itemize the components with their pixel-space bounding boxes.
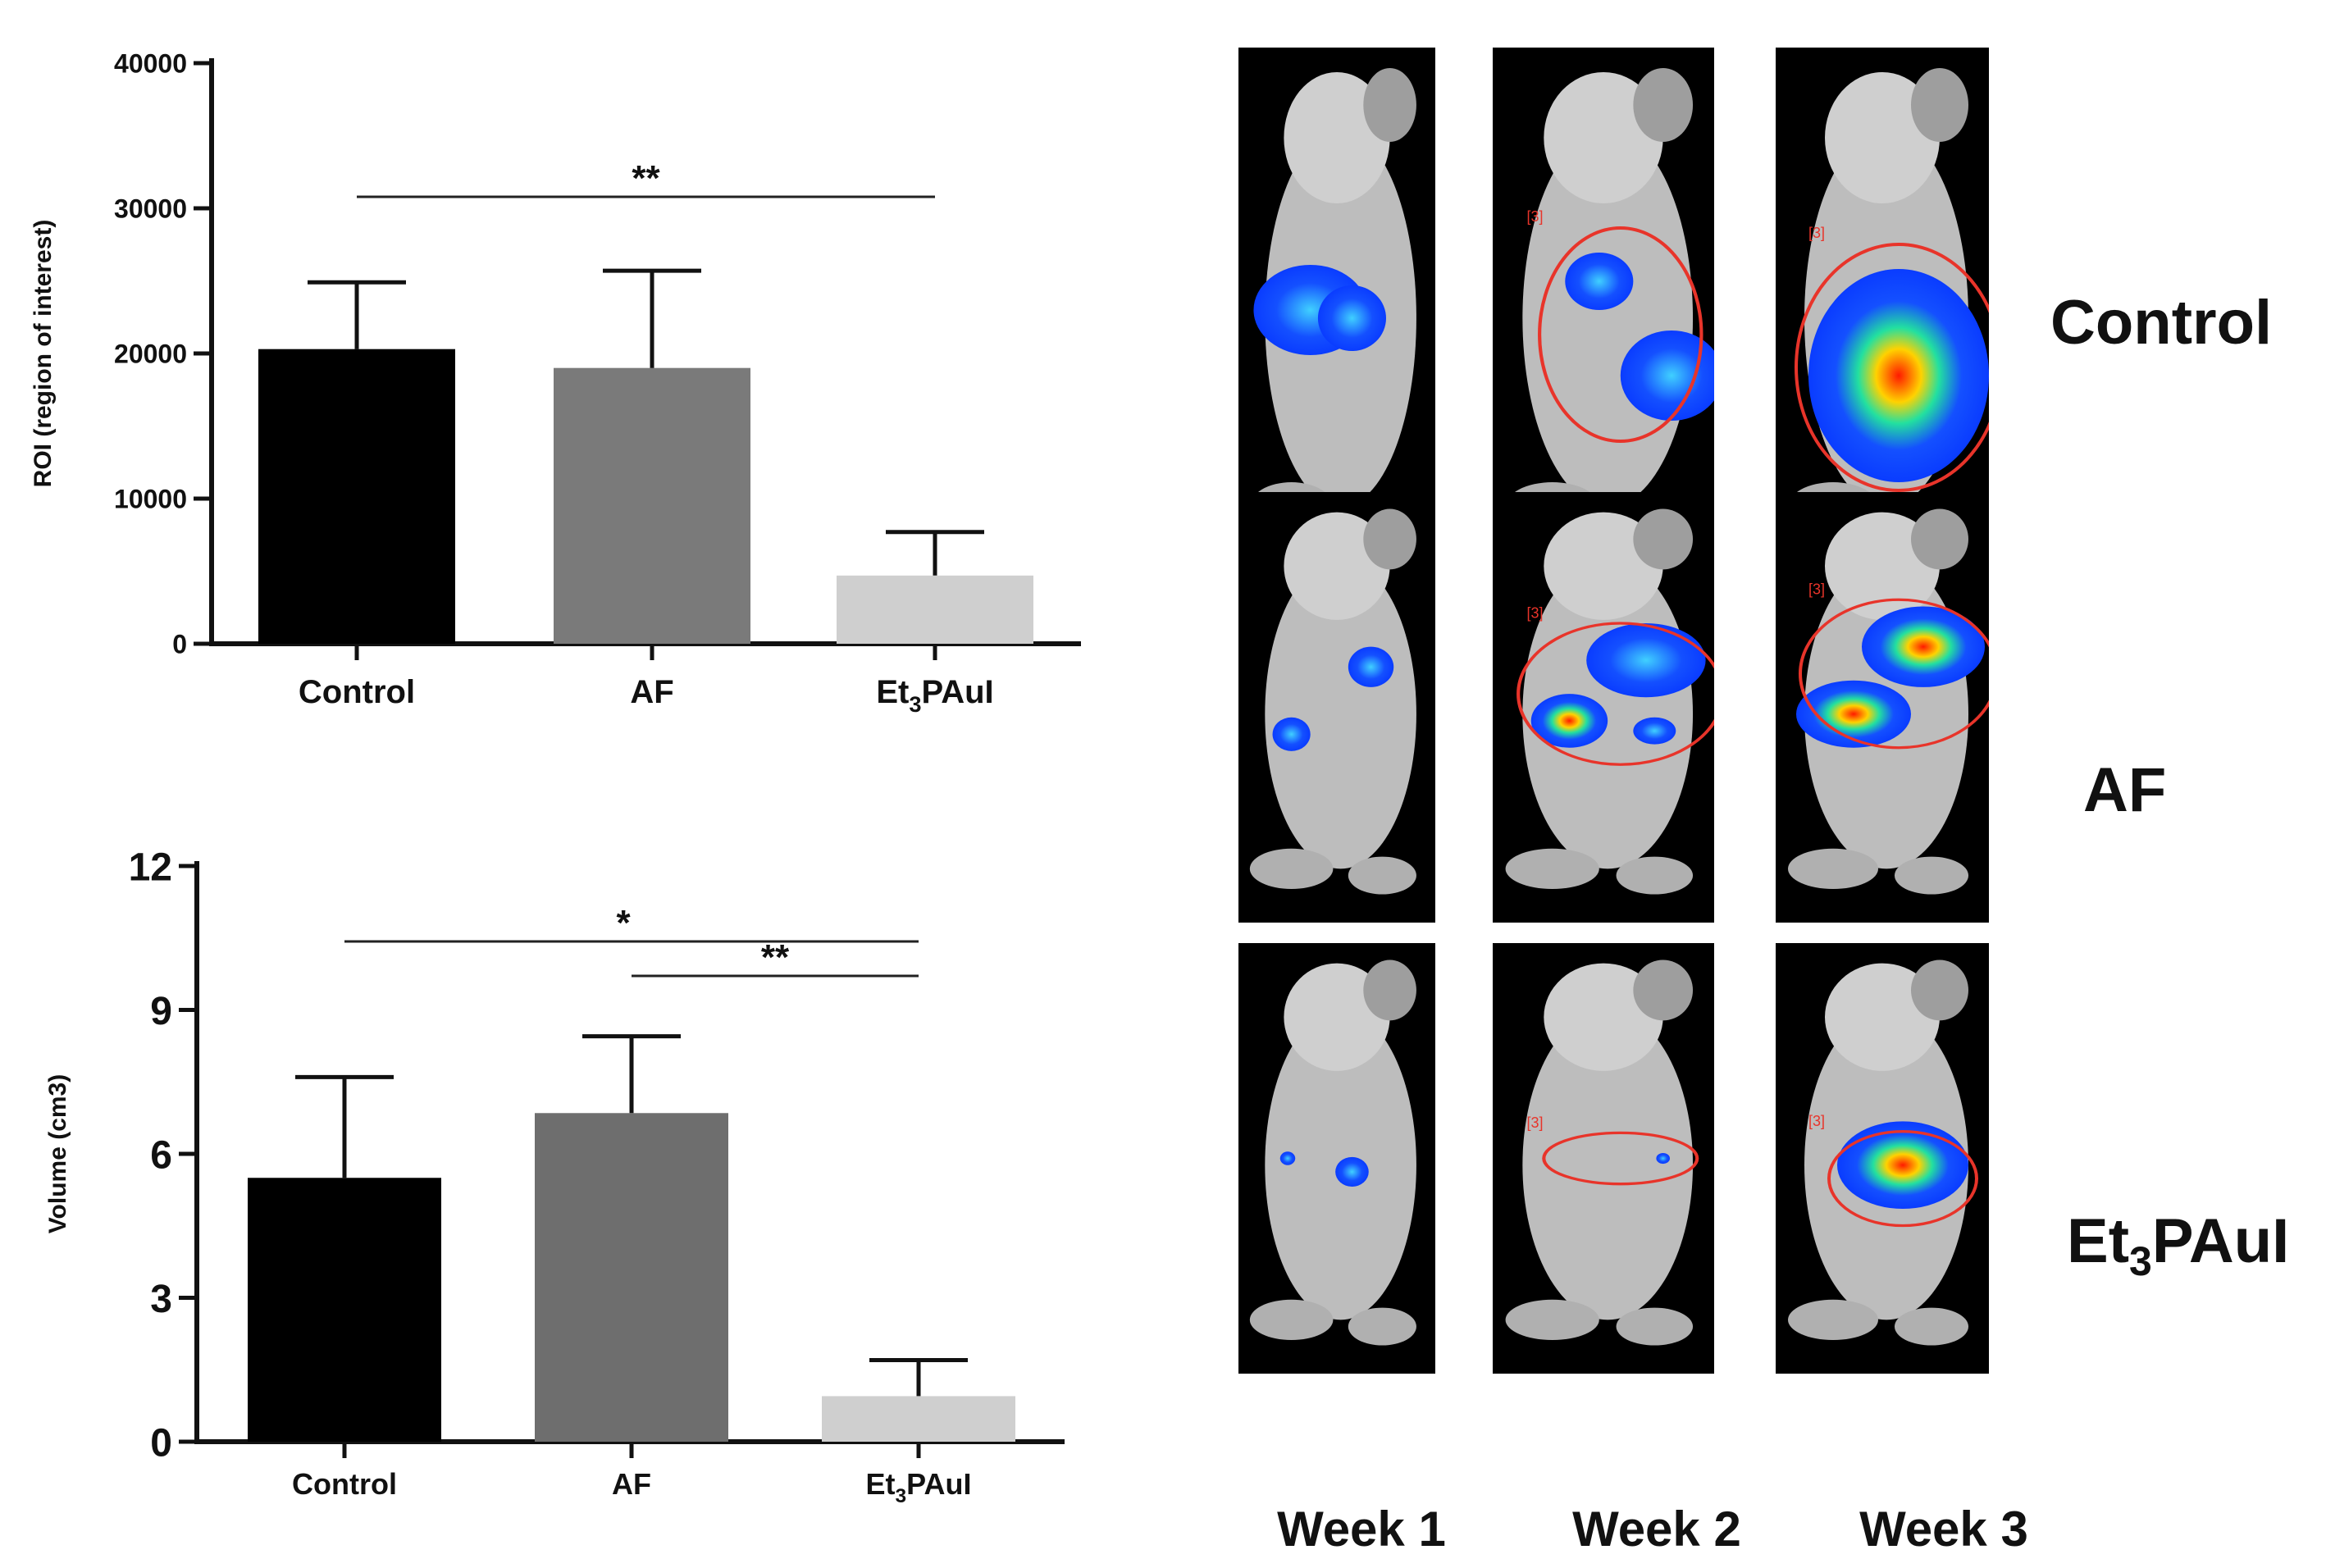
significance-label: **	[761, 937, 790, 978]
mouse-image-af-week-3: [3]	[1776, 492, 1989, 923]
roi-tag: [3]	[1808, 581, 1825, 598]
column-label-week-1: Week 1	[1277, 1502, 1446, 1557]
bar-af	[554, 367, 750, 644]
roi-tag: [3]	[1527, 208, 1544, 225]
bioluminescence-signal	[1808, 269, 1989, 482]
row-label-et3paui: Et3PAuI	[2067, 1206, 2290, 1285]
roi-tag: [3]	[1808, 1113, 1825, 1129]
x-tick-label-et3paui: Et3PAuI	[866, 1467, 972, 1507]
y-tick-label: 3	[150, 1278, 172, 1321]
mouse-image-control-week-3: [3]	[1776, 48, 1989, 572]
bioluminescence-signal	[1565, 253, 1634, 310]
bioluminescence-signal	[1586, 622, 1706, 698]
significance-label: **	[632, 158, 660, 198]
mouse-image-et3paui-week-1	[1238, 943, 1435, 1374]
significance-label: *	[616, 903, 631, 943]
bioluminescence-signal	[1335, 1156, 1369, 1187]
bioluminescence-signal	[1272, 717, 1311, 751]
mouse-silhouette	[1249, 959, 1416, 1346]
bioluminescence-signal	[1317, 285, 1386, 351]
y-tick-label: 0	[172, 630, 187, 659]
mouse-image-af-week-1	[1238, 492, 1435, 923]
roi-tag: [3]	[1527, 1114, 1544, 1131]
column-label-week-2: Week 2	[1572, 1502, 1741, 1557]
y-tick-label: 0	[150, 1421, 172, 1465]
mouse-silhouette	[1505, 508, 1694, 895]
mouse-silhouette	[1249, 508, 1416, 895]
y-tick-label: 10000	[114, 485, 187, 514]
bioluminescence-imaging-panel: Control AF Et3PAuI Week 1 Week 2 Week 3 …	[1214, 33, 2326, 1568]
y-tick-label: 40000	[114, 49, 187, 79]
bioluminescence-signal	[1862, 606, 1985, 687]
bioluminescence-signal	[1633, 717, 1676, 745]
roi-outline	[1827, 1130, 1978, 1228]
mouse-image-control-week-1	[1238, 48, 1435, 572]
bioluminescence-signal	[1348, 646, 1394, 687]
bar-control	[248, 1178, 441, 1442]
bioluminescence-signal	[1530, 694, 1608, 748]
bar-af	[535, 1113, 728, 1442]
bioluminescence-signal	[1620, 330, 1714, 421]
bioluminescence-signal	[1796, 680, 1911, 748]
mouse-image-af-week-2: [3]	[1493, 492, 1714, 923]
bioluminescence-signal	[1279, 1151, 1296, 1165]
mouse-image-et3paui-week-2: [3]	[1493, 943, 1714, 1374]
bar-et3paui	[822, 1396, 1015, 1442]
y-tick-label: 20000	[114, 340, 187, 369]
y-axis-label: ROI (region of interest)	[30, 220, 57, 488]
row-label-af: AF	[2083, 755, 2167, 825]
mouse-silhouette	[1505, 959, 1694, 1346]
roi-outline	[1516, 622, 1714, 766]
x-tick-label-control: Control	[292, 1467, 397, 1501]
y-tick-label: 30000	[114, 194, 187, 224]
y-axis-label: Volume (cm3)	[44, 1074, 71, 1234]
bar-control	[258, 349, 455, 644]
x-tick-label-af: AF	[612, 1467, 651, 1501]
y-tick-label: 12	[129, 846, 172, 889]
roi-outline	[1538, 226, 1703, 443]
bioluminescence-signal	[1656, 1152, 1670, 1165]
row-label-control: Control	[2050, 288, 2273, 358]
x-tick-label-control: Control	[299, 674, 415, 710]
x-tick-label-et3paui: Et3PAuI	[876, 674, 993, 717]
roi-outline	[1795, 243, 1989, 492]
roi-bar-chart: 0 10000 20000 30000 40000 ROI (region of inte…	[30, 49, 1081, 717]
bar-et3paui	[837, 575, 1033, 644]
y-tick-label: 6	[150, 1133, 172, 1177]
roi-tag: [3]	[1808, 225, 1825, 241]
bioluminescence-signal	[1837, 1121, 1968, 1210]
y-tick-label: 9	[150, 990, 172, 1033]
x-tick-label-af: AF	[630, 674, 673, 710]
mouse-image-et3paui-week-3: [3]	[1776, 943, 1989, 1374]
roi-outline	[1542, 1131, 1699, 1186]
roi-tag: [3]	[1527, 604, 1544, 621]
roi-outline	[1799, 598, 1989, 750]
column-label-week-3: Week 3	[1859, 1502, 2028, 1557]
